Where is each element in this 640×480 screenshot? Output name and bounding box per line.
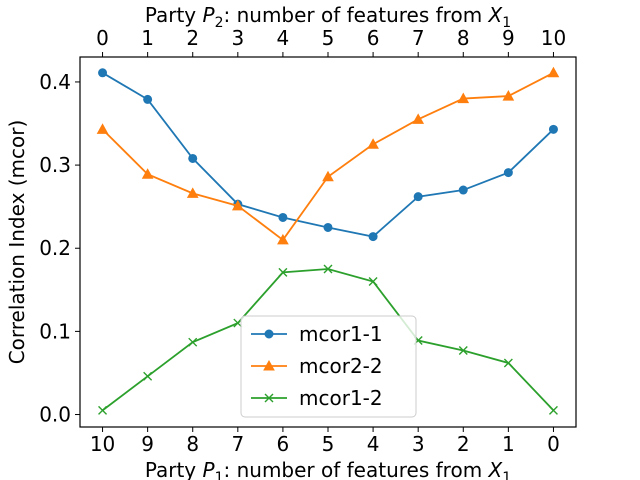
- data-point-stroke: [458, 346, 468, 356]
- axis-title-part: X: [488, 458, 504, 480]
- data-point: [188, 337, 198, 347]
- data-point: [141, 168, 154, 179]
- x-bottom-tick-label: 5: [322, 432, 335, 456]
- x-top-tick-label: 6: [367, 26, 380, 50]
- axis-title-part: Party: [145, 3, 203, 27]
- data-point: [96, 123, 109, 134]
- data-point: [502, 90, 515, 101]
- x-top-tick-label: 0: [96, 26, 109, 50]
- series-line-mcor2-2: [101, 71, 554, 242]
- axis-title-part: 2: [215, 15, 224, 31]
- x-top-tick-label: 7: [412, 26, 425, 50]
- axis-layer: 10 9 8 7 6 5 4 3 2 1 00 1 2 3 4 5 6 7 8 9 100.00.10.20.30.4P…: [5, 3, 566, 480]
- data-point: [143, 371, 153, 381]
- data-point: [548, 124, 558, 134]
- axis-title-part: 1: [215, 470, 224, 480]
- axis-title-part: 1: [502, 470, 511, 480]
- data-point: [278, 267, 288, 277]
- data-point-stroke: [548, 405, 558, 415]
- x-top-tick-label: 3: [231, 26, 244, 50]
- x-bottom-tick-label: 7: [231, 432, 244, 456]
- data-point-stroke: [503, 358, 513, 368]
- data-point: [186, 187, 199, 198]
- data-point: [98, 405, 108, 415]
- data-point: [264, 329, 274, 339]
- axis-title-part: Party: [145, 458, 203, 480]
- axis-title-part: : number of features from: [224, 3, 489, 27]
- x-top-tick-label: 9: [502, 26, 515, 50]
- data-point: [412, 113, 425, 124]
- data-point: [503, 168, 513, 178]
- x-top-tick-label: 1: [141, 26, 154, 50]
- axis-title-part: X: [488, 3, 504, 27]
- data-point-stroke: [98, 405, 108, 415]
- data-point: [458, 185, 468, 195]
- x-bottom-axis-title: Party P1: number of features from X1: [145, 458, 511, 480]
- data-point: [323, 222, 333, 232]
- axis-title-part: 1: [502, 15, 511, 31]
- data-point-stroke: [278, 267, 288, 277]
- data-point: [233, 318, 243, 328]
- data-point: [277, 233, 289, 245]
- y-tick-label: 0.2: [39, 236, 71, 260]
- x-bottom-tick-label: 8: [186, 432, 199, 456]
- data-point-stroke: [323, 264, 333, 274]
- y-tick-label: 0.1: [39, 319, 71, 343]
- x-top-axis-title: Party P2: number of features from X1: [145, 3, 511, 31]
- data-point: [503, 358, 513, 368]
- data-point: [458, 346, 468, 356]
- x-top-tick-label: 10: [541, 26, 566, 50]
- legend-item-mcor2-2: mcor2-2: [251, 354, 383, 378]
- y-tick-label: 0.0: [39, 403, 71, 427]
- x-top-tick-label: 2: [186, 26, 199, 50]
- x-top-tick-label: 5: [322, 26, 335, 50]
- data-point: [368, 232, 378, 242]
- x-top-tick-label: 8: [457, 26, 470, 50]
- data-point-stroke: [143, 371, 153, 381]
- y-tick-label: 0.4: [39, 70, 71, 94]
- data-point: [413, 192, 423, 202]
- y-tick-label: 0.3: [39, 153, 71, 177]
- data-point: [263, 359, 275, 371]
- legend-label: mcor1-1: [299, 322, 383, 346]
- x-bottom-tick-label: 4: [367, 432, 380, 456]
- x-bottom-tick-label: 3: [412, 432, 425, 456]
- data-point: [548, 405, 558, 415]
- data-point: [367, 138, 379, 149]
- legend-item-mcor1-2: mcor1-2: [251, 386, 383, 410]
- data-point-stroke: [368, 276, 378, 286]
- axis-title-part: P: [203, 3, 216, 27]
- data-point-stroke: [233, 318, 243, 328]
- legend-label: mcor1-2: [299, 386, 383, 410]
- data-point-stroke: [188, 337, 198, 347]
- x-bottom-tick-label: 10: [90, 432, 115, 456]
- data-point: [547, 66, 560, 78]
- data-point: [457, 92, 470, 104]
- x-bottom-tick-label: 1: [502, 432, 515, 456]
- data-point: [368, 276, 378, 286]
- data-point: [188, 153, 198, 163]
- data-point: [322, 170, 334, 182]
- x-bottom-tick-label: 9: [141, 432, 154, 456]
- legend-item-mcor1-1: mcor1-1: [251, 322, 383, 346]
- x-bottom-tick-label: 2: [457, 432, 470, 456]
- x-bottom-tick-label: 6: [277, 432, 290, 456]
- legend: mcor1-1 mcor2-2 mcor1-2: [240, 315, 417, 418]
- legend-label: mcor2-2: [299, 354, 383, 378]
- axis-title-part: P: [203, 458, 216, 480]
- legend-box: [240, 315, 417, 418]
- axis-title-part: : number of features from: [224, 458, 489, 480]
- data-point-stroke: [264, 393, 274, 403]
- data-point: [264, 393, 274, 403]
- data-point: [278, 212, 288, 222]
- data-point: [323, 264, 333, 274]
- data-point: [143, 94, 153, 104]
- x-top-tick-label: 4: [277, 26, 290, 50]
- y-axis-title: Correlation Index (mcor): [5, 120, 29, 365]
- x-bottom-tick-label: 0: [547, 432, 560, 456]
- data-point: [231, 199, 244, 211]
- data-point: [98, 68, 108, 78]
